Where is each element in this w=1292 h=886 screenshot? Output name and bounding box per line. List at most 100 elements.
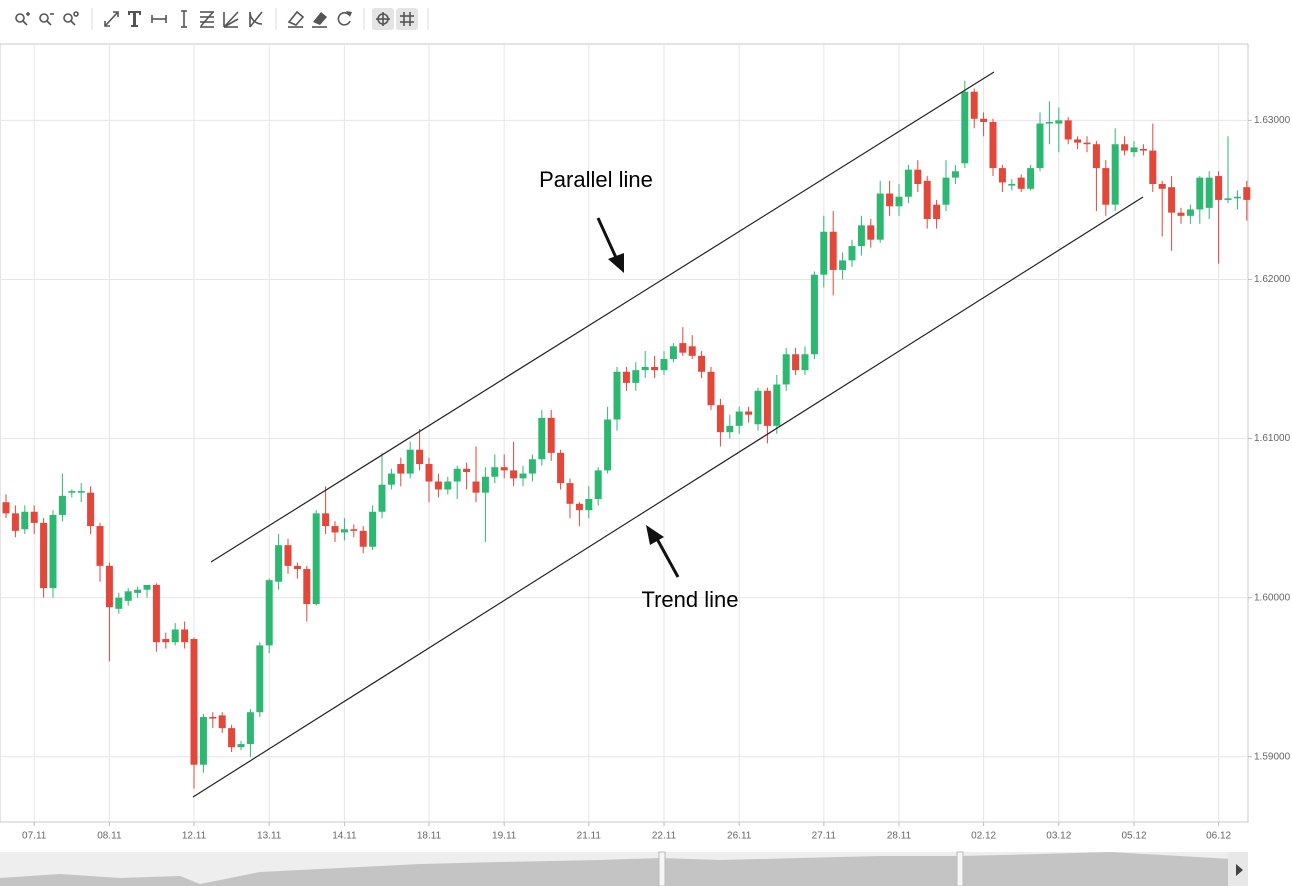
candle-body	[857, 225, 865, 247]
candle-body	[669, 346, 677, 360]
candle-body	[1064, 120, 1072, 140]
candle-body	[105, 565, 113, 608]
candle-body	[416, 449, 424, 465]
candle-body	[40, 522, 48, 589]
candle-body	[1168, 187, 1176, 213]
candle-body	[190, 639, 198, 765]
arc-tool[interactable]	[249, 11, 263, 28]
parallel-line	[210, 71, 995, 563]
drawings: Parallel line Trend line	[192, 71, 1144, 798]
candle-body	[1008, 184, 1016, 186]
candle-body	[1036, 123, 1044, 169]
candle-body	[1121, 144, 1129, 151]
eraser-tool[interactable]	[287, 10, 305, 28]
candle-body	[77, 491, 85, 493]
zoom-reset-tool[interactable]	[63, 11, 79, 26]
candle-body	[340, 529, 348, 533]
candle-body	[369, 511, 377, 547]
candle-body	[143, 584, 151, 590]
candle-body	[1243, 187, 1251, 200]
candle-body	[538, 417, 546, 460]
candle-body	[115, 597, 123, 609]
horizontal-line-tool[interactable]	[151, 15, 167, 23]
candle-body	[1205, 177, 1213, 208]
candle-body	[124, 591, 132, 601]
fibonacci-tool[interactable]	[200, 11, 214, 28]
y-tick-label: 1.59000	[1254, 751, 1291, 762]
x-tick-label: 28.11	[887, 831, 912, 842]
crosshair-tool[interactable]	[372, 8, 394, 30]
text-tool[interactable]	[128, 11, 141, 27]
candle-body	[519, 473, 527, 479]
candle-body	[604, 419, 612, 471]
x-tick-label: 03.12	[1046, 831, 1071, 842]
candle-body	[547, 417, 555, 453]
candle-body	[594, 470, 602, 500]
candle-body	[453, 468, 461, 482]
candle-body	[839, 260, 847, 270]
candle-body	[434, 481, 442, 490]
candle-body	[961, 91, 969, 164]
candle-body	[632, 370, 640, 383]
candle-body	[1102, 168, 1110, 205]
grid-tool[interactable]	[396, 8, 418, 30]
candle-body	[350, 529, 358, 531]
candle-body	[933, 204, 941, 220]
refresh-tool[interactable]	[337, 11, 352, 26]
candle-body	[171, 629, 179, 643]
plot-frame	[0, 43, 1249, 823]
candle-body	[735, 411, 743, 426]
candle-body	[209, 716, 217, 719]
candle-body	[21, 511, 29, 530]
candle-body	[801, 354, 809, 371]
candle-body	[397, 464, 405, 474]
candle-body	[1149, 150, 1157, 185]
fan-tool[interactable]	[223, 11, 239, 28]
x-tick-label: 07.11	[22, 831, 47, 842]
candle-body	[989, 121, 997, 169]
candle-body	[1083, 142, 1091, 145]
candle-body	[904, 169, 912, 197]
candle-body	[463, 468, 471, 472]
candle-body	[359, 530, 367, 547]
candle-body	[1111, 144, 1119, 205]
candle-body	[481, 476, 489, 493]
candle-body	[237, 744, 245, 748]
x-tick-label: 08.11	[97, 831, 122, 842]
candle-body	[754, 390, 762, 425]
x-tick-label: 22.11	[652, 831, 677, 842]
candle-body	[1139, 149, 1147, 151]
candle-body	[528, 459, 536, 474]
candle-body	[1055, 120, 1063, 124]
candle-body	[895, 196, 903, 207]
candle-body	[763, 390, 771, 426]
candle-body	[698, 355, 706, 372]
candle-body	[688, 346, 696, 356]
annotation: Trend line	[641, 587, 738, 612]
navigator[interactable]	[0, 851, 1248, 886]
candle-body	[425, 464, 433, 482]
candle-body	[726, 425, 734, 433]
line-tool[interactable]	[104, 11, 119, 27]
candle-body	[322, 513, 330, 527]
candle-body	[1233, 196, 1241, 199]
candle-body	[491, 467, 499, 477]
candle-body	[1158, 184, 1166, 189]
arrow	[596, 217, 620, 263]
candle-body	[293, 565, 301, 570]
candle-body	[1074, 139, 1082, 143]
candle-body	[312, 513, 320, 605]
candle-body	[810, 274, 818, 355]
zoom-in-tool[interactable]	[15, 12, 30, 26]
vertical-line-tool[interactable]	[181, 10, 187, 28]
candle-body	[914, 169, 922, 185]
clear-tool[interactable]	[312, 12, 327, 28]
candle-body	[679, 343, 687, 353]
candle-body	[406, 449, 414, 474]
candle-body	[152, 584, 160, 643]
candle-body	[500, 467, 508, 471]
zoom-out-tool[interactable]	[39, 13, 54, 26]
